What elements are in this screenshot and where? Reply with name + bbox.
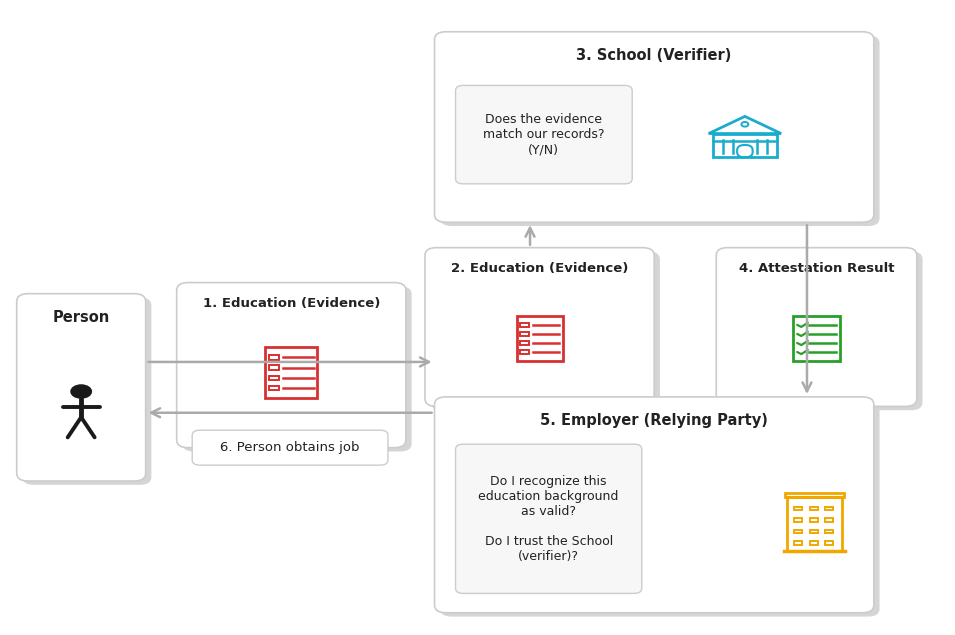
FancyBboxPatch shape	[192, 431, 388, 465]
FancyBboxPatch shape	[177, 283, 406, 448]
FancyBboxPatch shape	[456, 85, 632, 184]
Text: 3. School (Verifier): 3. School (Verifier)	[577, 48, 732, 63]
FancyBboxPatch shape	[435, 397, 874, 613]
FancyBboxPatch shape	[425, 248, 654, 406]
FancyBboxPatch shape	[435, 32, 874, 222]
FancyBboxPatch shape	[17, 293, 146, 481]
FancyBboxPatch shape	[722, 251, 923, 410]
Text: 6. Person obtains job: 6. Person obtains job	[221, 441, 360, 454]
FancyBboxPatch shape	[716, 248, 917, 406]
FancyBboxPatch shape	[431, 251, 660, 410]
Text: 2. Education (Evidence): 2. Education (Evidence)	[451, 262, 628, 274]
Text: 4. Attestation Result: 4. Attestation Result	[739, 262, 894, 274]
FancyBboxPatch shape	[456, 444, 642, 593]
Text: Do I recognize this
education background
as valid?

Do I trust the School
(verif: Do I recognize this education background…	[478, 475, 619, 563]
Text: Does the evidence
match our records?
(Y/N): Does the evidence match our records? (Y/…	[483, 113, 605, 156]
Circle shape	[71, 384, 92, 399]
FancyBboxPatch shape	[440, 36, 880, 226]
FancyBboxPatch shape	[440, 401, 880, 617]
FancyBboxPatch shape	[23, 297, 151, 485]
Text: 1. Education (Evidence): 1. Education (Evidence)	[202, 297, 380, 309]
FancyBboxPatch shape	[182, 286, 412, 451]
Text: 5. Employer (Relying Party): 5. Employer (Relying Party)	[541, 413, 768, 428]
Text: Person: Person	[53, 310, 110, 324]
